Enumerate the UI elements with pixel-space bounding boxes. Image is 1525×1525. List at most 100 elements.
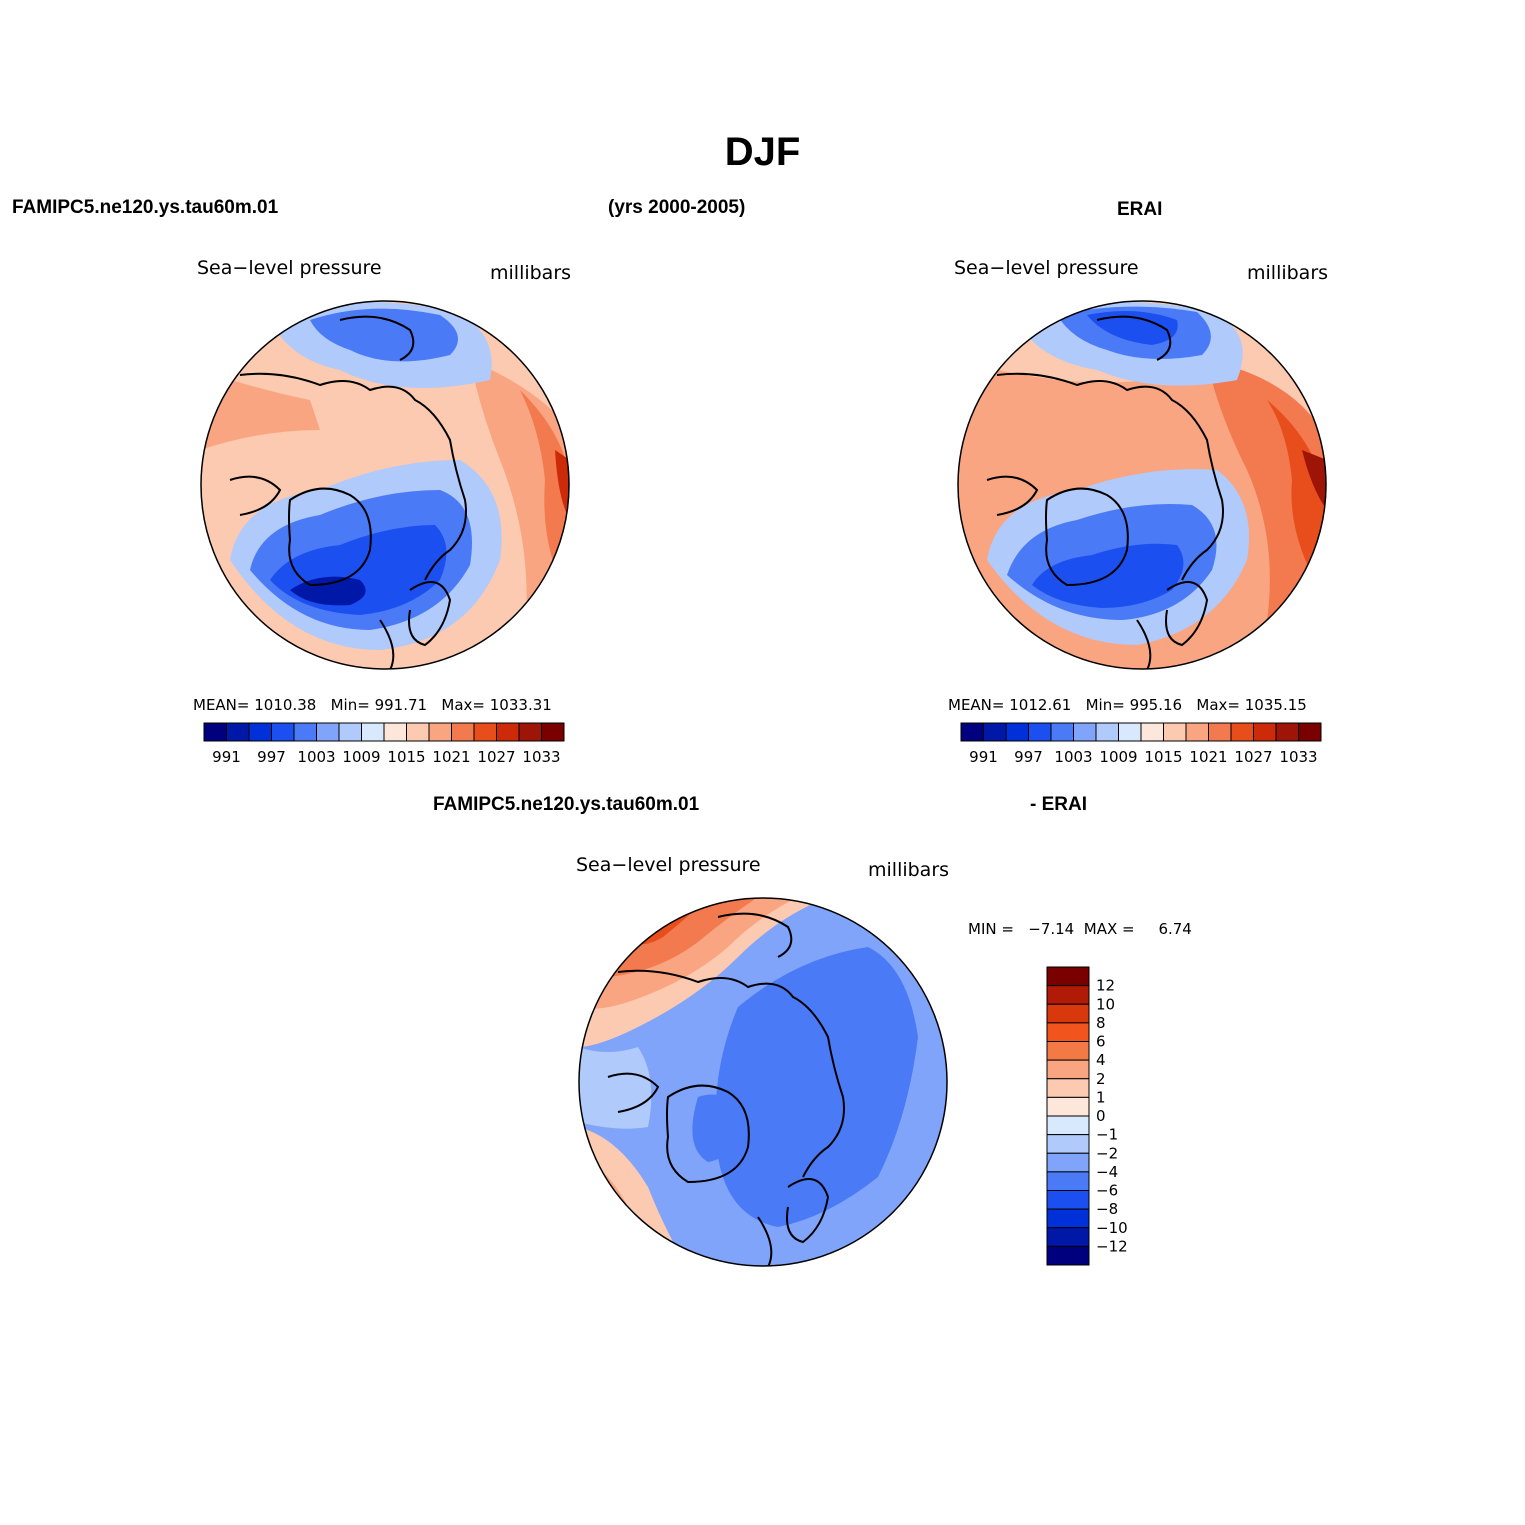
colorbar-swatch [1046, 1078, 1090, 1098]
colorbar-tick-label: 1003 [297, 748, 335, 766]
colorbar-swatch [1118, 722, 1142, 742]
colorbar-swatch [1046, 1171, 1090, 1191]
colorbar-swatch [1046, 1134, 1090, 1154]
west-weak-negative [579, 1047, 652, 1129]
diff-obs-header: - ERAI [1030, 794, 1087, 815]
colorbar-tick-label: −12 [1096, 1237, 1128, 1255]
colorbar-tick-label: 991 [212, 748, 241, 766]
colorbar-swatch [361, 722, 385, 742]
colorbar-tick-label: 0 [1096, 1107, 1106, 1125]
colorbar-swatch [1046, 1041, 1090, 1061]
obs-colorbar: 991 997 1003 1009 1015 1021 1027 1033 [960, 722, 1322, 766]
colorbar-tick-label: −6 [1096, 1182, 1118, 1200]
greenland-negative [692, 1094, 743, 1162]
colorbar-swatch [1073, 722, 1097, 742]
years-header: (yrs 2000-2005) [608, 197, 746, 218]
colorbar-tick-label: 1009 [342, 748, 380, 766]
page-title: DJF [724, 130, 801, 174]
model-colorbar: 991 997 1003 1009 1015 1021 1027 1033 [203, 722, 565, 766]
map-border [200, 300, 570, 670]
min-label: MIN = [968, 920, 1014, 938]
colorbar-tick-label: 1027 [1234, 748, 1272, 766]
east-max-high [1302, 450, 1326, 510]
colorbar-swatch [1050, 722, 1074, 742]
colorbar-swatch [1230, 722, 1254, 742]
colorbar-swatch [383, 722, 407, 742]
colorbar-swatch [1028, 722, 1052, 742]
colorbar-tick-label: 1 [1096, 1088, 1106, 1106]
max-label: MAX = [1083, 920, 1135, 938]
map-border [957, 300, 1327, 670]
diff-stats: MIN = −7.14 MAX = 6.74 [968, 920, 1192, 938]
colorbar-tick-label: 997 [1014, 748, 1043, 766]
mean-label: MEAN= [948, 696, 1005, 714]
colorbar-tick-label: −2 [1096, 1144, 1118, 1162]
colorbar-swatch [1208, 722, 1232, 742]
colorbar-swatch [1046, 1152, 1090, 1173]
max-value: 6.74 [1158, 920, 1192, 938]
mean-value: 1012.61 [1009, 696, 1072, 714]
colorbar-tick-label: 1033 [1279, 748, 1317, 766]
colorbar-swatch [1046, 1096, 1090, 1117]
colorbar-swatch [428, 722, 452, 742]
colorbar-tick-label: 1027 [477, 748, 515, 766]
colorbar-swatch [226, 722, 250, 742]
colorbar-swatch [541, 722, 565, 742]
max-label: Max= [441, 696, 485, 714]
diff-units-label: millibars [868, 859, 950, 881]
colorbar-tick-label: −1 [1096, 1126, 1118, 1144]
colorbar-tick-label: −8 [1096, 1200, 1118, 1218]
colorbar-swatch [406, 722, 430, 742]
obs-polar-map [957, 300, 1327, 670]
colorbar-swatch [1185, 722, 1209, 742]
map-border [578, 897, 948, 1267]
colorbar-tick-label: 4 [1096, 1051, 1106, 1069]
colorbar-tick-label: −4 [1096, 1163, 1118, 1181]
colorbar-tick-label: 2 [1096, 1070, 1106, 1088]
colorbar-swatch [1046, 1190, 1090, 1210]
colorbar-swatch [1275, 722, 1299, 742]
east-peak-high [1267, 400, 1326, 600]
colorbar-tick-label: 997 [257, 748, 286, 766]
model-case-header: FAMIPC5.ne120.ys.tau60m.01 [12, 197, 279, 218]
colorbar-swatch [316, 722, 340, 742]
diff-variable-label: Sea−level pressure [576, 854, 761, 876]
colorbar-tick-label: 1003 [1054, 748, 1092, 766]
colorbar-swatch [1253, 722, 1277, 742]
obs-variable-label: Sea−level pressure [954, 257, 1139, 279]
obs-units-label: millibars [1247, 262, 1329, 284]
colorbar-swatch [271, 722, 295, 742]
east-peak-high [555, 450, 569, 520]
coastlines [229, 315, 467, 669]
max-label: Max= [1196, 696, 1240, 714]
colorbar-swatch [960, 722, 984, 742]
colorbar-swatch [473, 722, 497, 742]
min-label: Min= [330, 696, 370, 714]
model-variable-label: Sea−level pressure [197, 257, 382, 279]
colorbar-swatch [1046, 1245, 1090, 1266]
colorbar-tick-label: 1015 [1144, 748, 1182, 766]
west-high [201, 370, 320, 450]
colorbar-tick-label: 1009 [1099, 748, 1137, 766]
colorbar-swatch [203, 722, 227, 742]
colorbar-swatch [1140, 722, 1164, 742]
colorbar-swatch [1298, 722, 1322, 742]
model-polar-map [200, 300, 570, 670]
colorbar-swatch [518, 722, 542, 742]
colorbar-tick-label: 10 [1096, 995, 1115, 1013]
min-label: Min= [1085, 696, 1125, 714]
obs-case-header: ERAI [1117, 199, 1163, 220]
colorbar-swatch [1005, 722, 1029, 742]
colorbar-tick-label: 1021 [1189, 748, 1227, 766]
colorbar-swatch [338, 722, 362, 742]
model-stats: MEAN= 1010.38 Min= 991.71 Max= 1033.31 [193, 696, 552, 714]
colorbar-swatch [1046, 985, 1090, 1005]
colorbar-swatch [248, 722, 272, 742]
colorbar-swatch [451, 722, 475, 742]
diff-polar-map [578, 897, 948, 1267]
colorbar-tick-label: 6 [1096, 1033, 1106, 1051]
min-value: −7.14 [1028, 920, 1075, 938]
colorbar-swatch [1046, 1208, 1090, 1229]
colorbar-tick-label: 1033 [522, 748, 560, 766]
